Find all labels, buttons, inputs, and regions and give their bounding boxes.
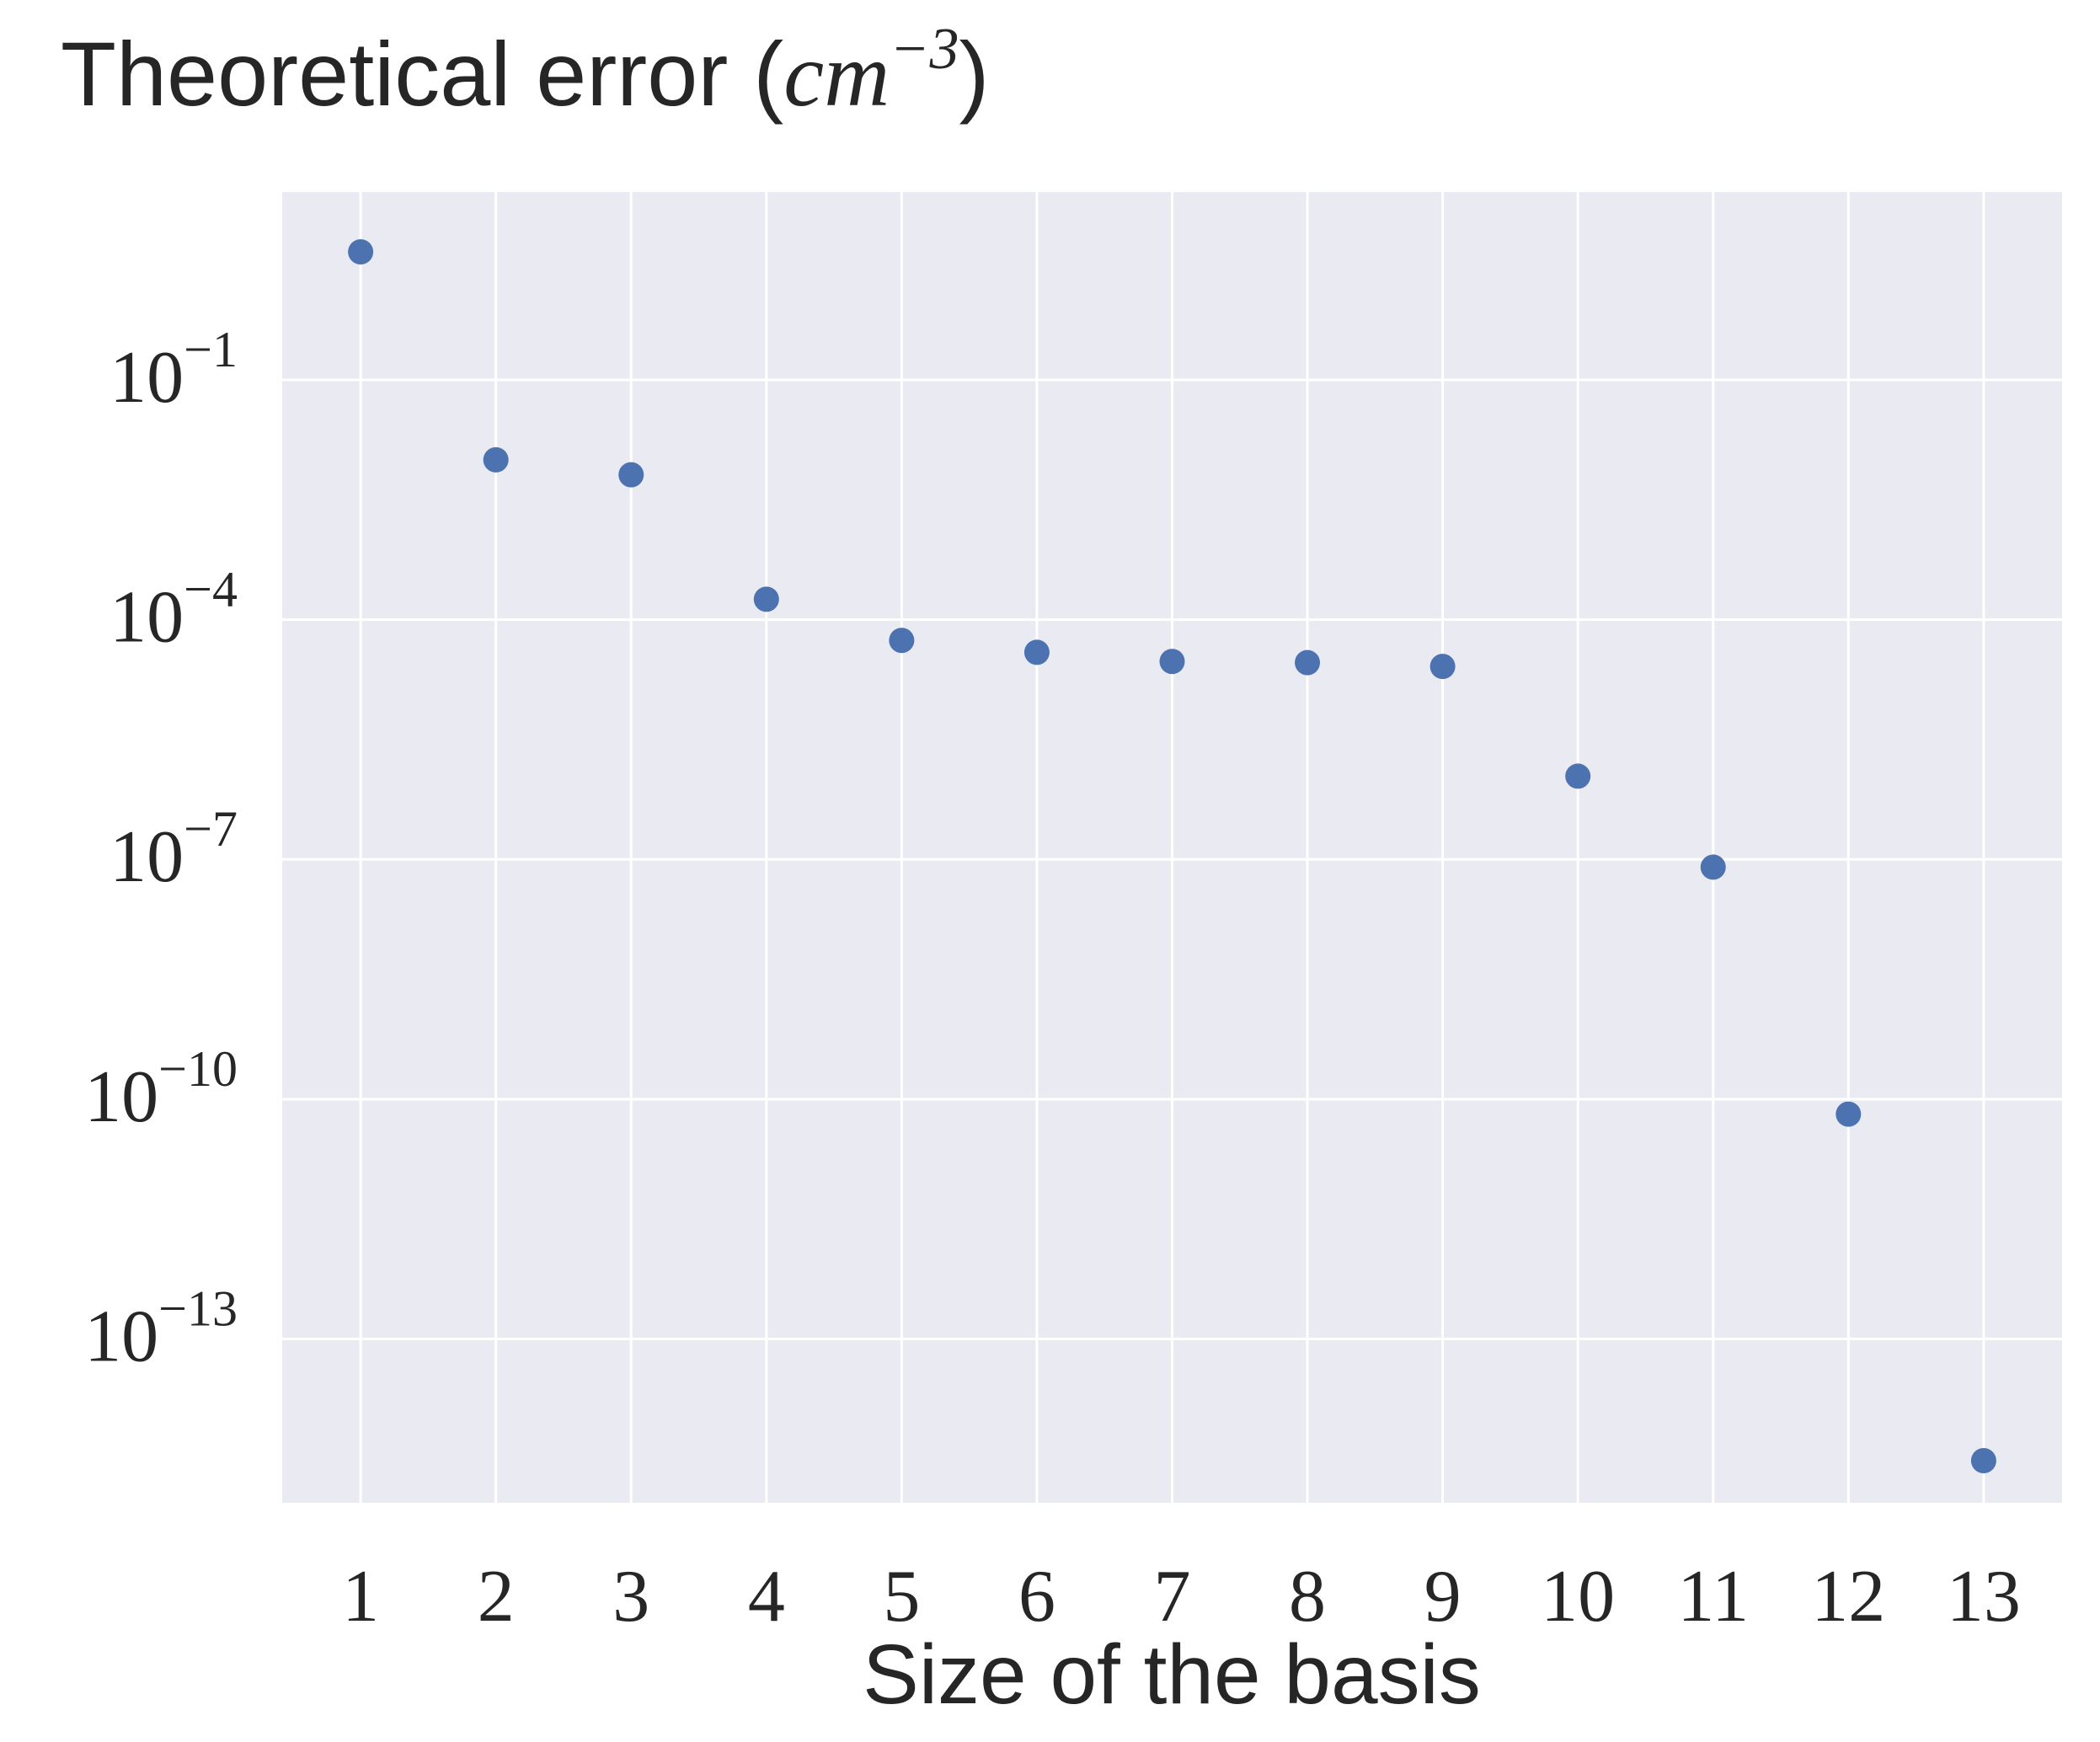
data-point [753, 586, 779, 612]
data-point [1970, 1447, 1996, 1473]
data-point [618, 462, 644, 488]
x-tick-label: 11 [1677, 1556, 1749, 1638]
data-point [1835, 1101, 1862, 1127]
data-point [1700, 854, 1726, 880]
data-point [889, 628, 915, 654]
x-tick-label: 1 [342, 1556, 379, 1638]
y-tick-label: 10−7 [110, 801, 238, 898]
data-point [1295, 649, 1321, 676]
data-point [483, 446, 509, 473]
x-tick-label: 4 [748, 1556, 785, 1638]
data-point [1023, 639, 1050, 665]
data-point [348, 238, 374, 265]
x-tick-label: 13 [1947, 1556, 2021, 1638]
data-point [1159, 649, 1185, 675]
chart-title: Theoretical error (cm−3) [61, 17, 989, 126]
y-tick-label: 10−1 [110, 322, 238, 419]
y-tick-label: 10−10 [84, 1041, 238, 1138]
data-point [1565, 763, 1591, 789]
x-axis-ticks: 1 2 3 4 5 6 7 8 9 10 11 12 13 [342, 1556, 2021, 1638]
x-tick-label: 2 [478, 1556, 515, 1638]
x-tick-label: 8 [1289, 1556, 1326, 1638]
data-point [1429, 654, 1456, 680]
y-axis-ticks: 10−1 10−4 10−7 10−10 10−13 [84, 322, 238, 1378]
y-tick-label: 10−13 [84, 1281, 238, 1378]
x-tick-label: 6 [1018, 1556, 1055, 1638]
y-tick-label: 10−4 [110, 562, 238, 659]
x-tick-label: 5 [883, 1556, 920, 1638]
x-tick-label: 3 [612, 1556, 649, 1638]
grid [282, 192, 2062, 1503]
data-points [348, 238, 1996, 1473]
x-axis-label: Size of the basis [863, 1627, 1481, 1722]
x-tick-label: 10 [1541, 1556, 1615, 1638]
x-tick-label: 12 [1811, 1556, 1885, 1638]
x-tick-label: 7 [1154, 1556, 1191, 1638]
x-tick-label: 9 [1424, 1556, 1461, 1638]
